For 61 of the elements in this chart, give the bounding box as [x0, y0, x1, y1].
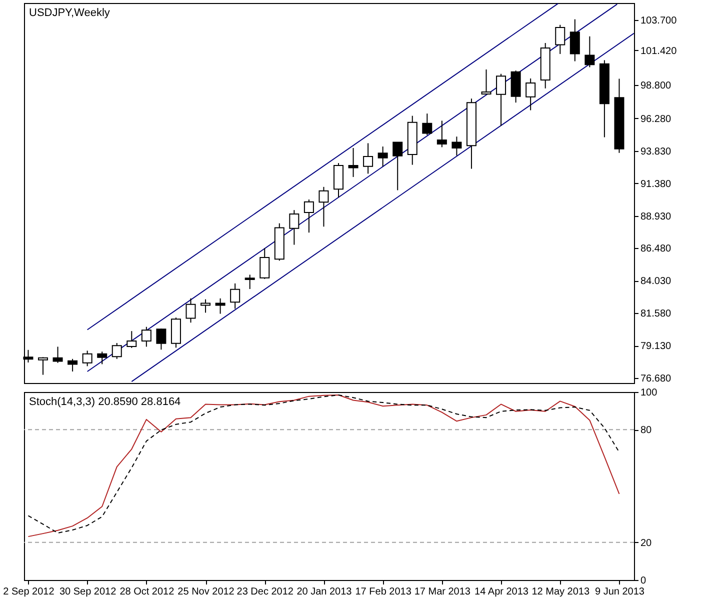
y-tick-label: 93.830 [640, 146, 672, 158]
y-tick-label: 98.800 [640, 80, 672, 92]
y-tick-label: 96.280 [640, 114, 672, 125]
candlestick [112, 342, 122, 360]
y-tick-label: 0 [640, 576, 646, 586]
y-tick-label: 79.130 [640, 341, 672, 352]
x-tick-label: 9 Jun 2013 [594, 586, 645, 598]
candlestick [244, 274, 255, 290]
candlestick [436, 120, 447, 148]
candlestick [260, 248, 270, 280]
x-tick-label: 12 May 2013 [532, 586, 590, 598]
candlestick [141, 326, 152, 348]
candlestick [452, 136, 462, 156]
candlestick [526, 78, 536, 111]
candlestick [378, 146, 388, 167]
y-tick-label: 76.680 [640, 373, 672, 384]
candlestick [555, 24, 566, 54]
candlestick [318, 186, 329, 228]
candlestick [200, 298, 211, 314]
candlestick [68, 358, 78, 372]
x-tick-label: 28 Oct 2012 [120, 586, 175, 598]
x-tick-label: 17 Feb 2013 [355, 586, 412, 598]
candlestick [348, 147, 358, 178]
y-tick-label: 81.580 [640, 308, 672, 320]
y-tick-label: 88.930 [640, 211, 672, 222]
chart-title: USDJPY,Weekly [29, 7, 110, 19]
y-tick-label: 103.700 [640, 16, 678, 27]
y-tick-label: 100 [640, 388, 658, 398]
candlestick [38, 356, 48, 376]
candlestick [570, 18, 580, 62]
y-tick-label: 80 [640, 425, 652, 436]
candlestick [481, 68, 492, 95]
y-tick-label: 86.480 [640, 244, 672, 255]
candlestick [584, 36, 595, 68]
x-tick-label: 14 Apr 2013 [474, 586, 529, 598]
chart-title: Stoch(14,3,3) 20.8590 28.8164 [29, 396, 181, 408]
candlestick [156, 328, 166, 350]
candlestick [186, 298, 196, 324]
candlestick [289, 210, 300, 246]
candlestick [215, 298, 226, 314]
candlestick [52, 346, 63, 364]
candlestick [304, 198, 314, 234]
y-tick-label: 101.420 [640, 46, 678, 57]
candlestick [230, 282, 240, 310]
y-tick-label: 84.030 [640, 276, 672, 288]
candlestick [496, 73, 506, 126]
y-tick-label: 20 [640, 538, 652, 549]
candlestick [392, 142, 403, 191]
x-tick-label: 30 Sep 2012 [59, 586, 117, 598]
x-tick-label: 2 Sep 2012 [3, 586, 55, 598]
candlestick [97, 351, 108, 365]
candlestick [82, 350, 92, 367]
y-tick-label: 91.380 [640, 178, 672, 190]
candlestick [126, 330, 137, 348]
x-tick-label: 25 Nov 2012 [178, 586, 235, 598]
candlestick [363, 142, 374, 174]
x-tick-label: 17 Mar 2013 [414, 586, 471, 598]
candlestick [334, 162, 344, 198]
candlestick [422, 113, 432, 136]
x-tick-label: 20 Jan 2013 [296, 586, 352, 598]
x-tick-label: 23 Dec 2012 [236, 586, 294, 598]
